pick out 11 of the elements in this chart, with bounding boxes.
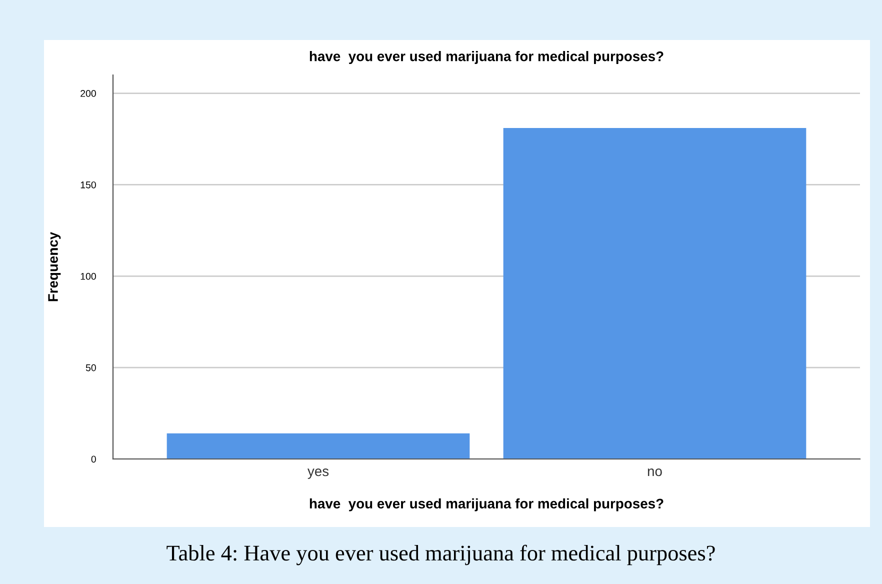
chart-title: have you ever used marijuana for medical purposes? xyxy=(310,51,664,64)
y-tick-label: 200 xyxy=(80,90,96,97)
y-tick-label: 100 xyxy=(80,272,96,280)
caption: Table 4: Have you ever used marijuana for medical purposes? xyxy=(166,544,715,566)
x-tick-label: no xyxy=(648,468,662,476)
y-tick-label: 0 xyxy=(91,456,96,463)
y-tick-label: 50 xyxy=(86,364,96,372)
y-tick-label: 150 xyxy=(80,181,96,188)
x-tick-label: yes xyxy=(307,468,329,479)
x-axis-title: have you ever used marijuana for medical purposes? xyxy=(310,498,664,512)
y-axis-title: Frequency xyxy=(48,232,61,302)
